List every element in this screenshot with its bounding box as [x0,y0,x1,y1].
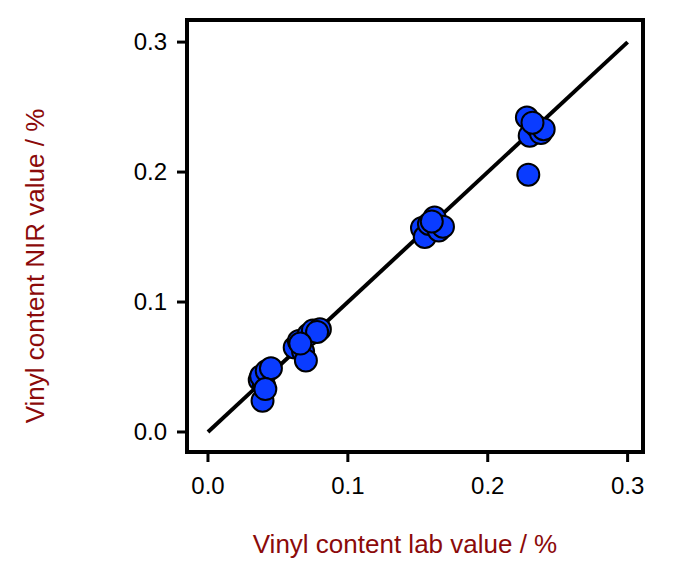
chart: 0.0 0.1 0.2 0.3 0.0 0.1 0.2 0.3 Vinyl content la… [0,0,698,565]
x-tick [626,452,629,462]
x-tick-label: 0.3 [611,472,644,499]
data-point [421,210,443,232]
y-tick [177,41,187,44]
plot-area [208,42,628,432]
data-point [289,333,311,355]
plot-frame [187,20,643,452]
y-tick-label: 0.2 [134,158,167,185]
y-tick-label: 0.1 [134,288,167,315]
data-point [517,164,539,186]
x-tick [486,452,489,462]
x-tick-label: 0.2 [471,472,504,499]
x-tick-label: 0.0 [191,472,224,499]
identity-line [208,42,628,432]
x-tick-label: 0.1 [331,472,364,499]
y-tick-label: 0.0 [134,418,167,445]
y-tick [177,301,187,304]
y-tick-label: 0.3 [134,28,167,55]
y-tick [177,171,187,174]
y-axis-label: Vinyl content NIR value / % [20,109,50,424]
data-point [521,112,543,134]
x-tick [346,452,349,462]
data-point [254,378,276,400]
x-axis-label: Vinyl content lab value / % [253,529,557,559]
x-tick [206,452,209,462]
y-tick [177,430,187,433]
data-point [260,357,282,379]
